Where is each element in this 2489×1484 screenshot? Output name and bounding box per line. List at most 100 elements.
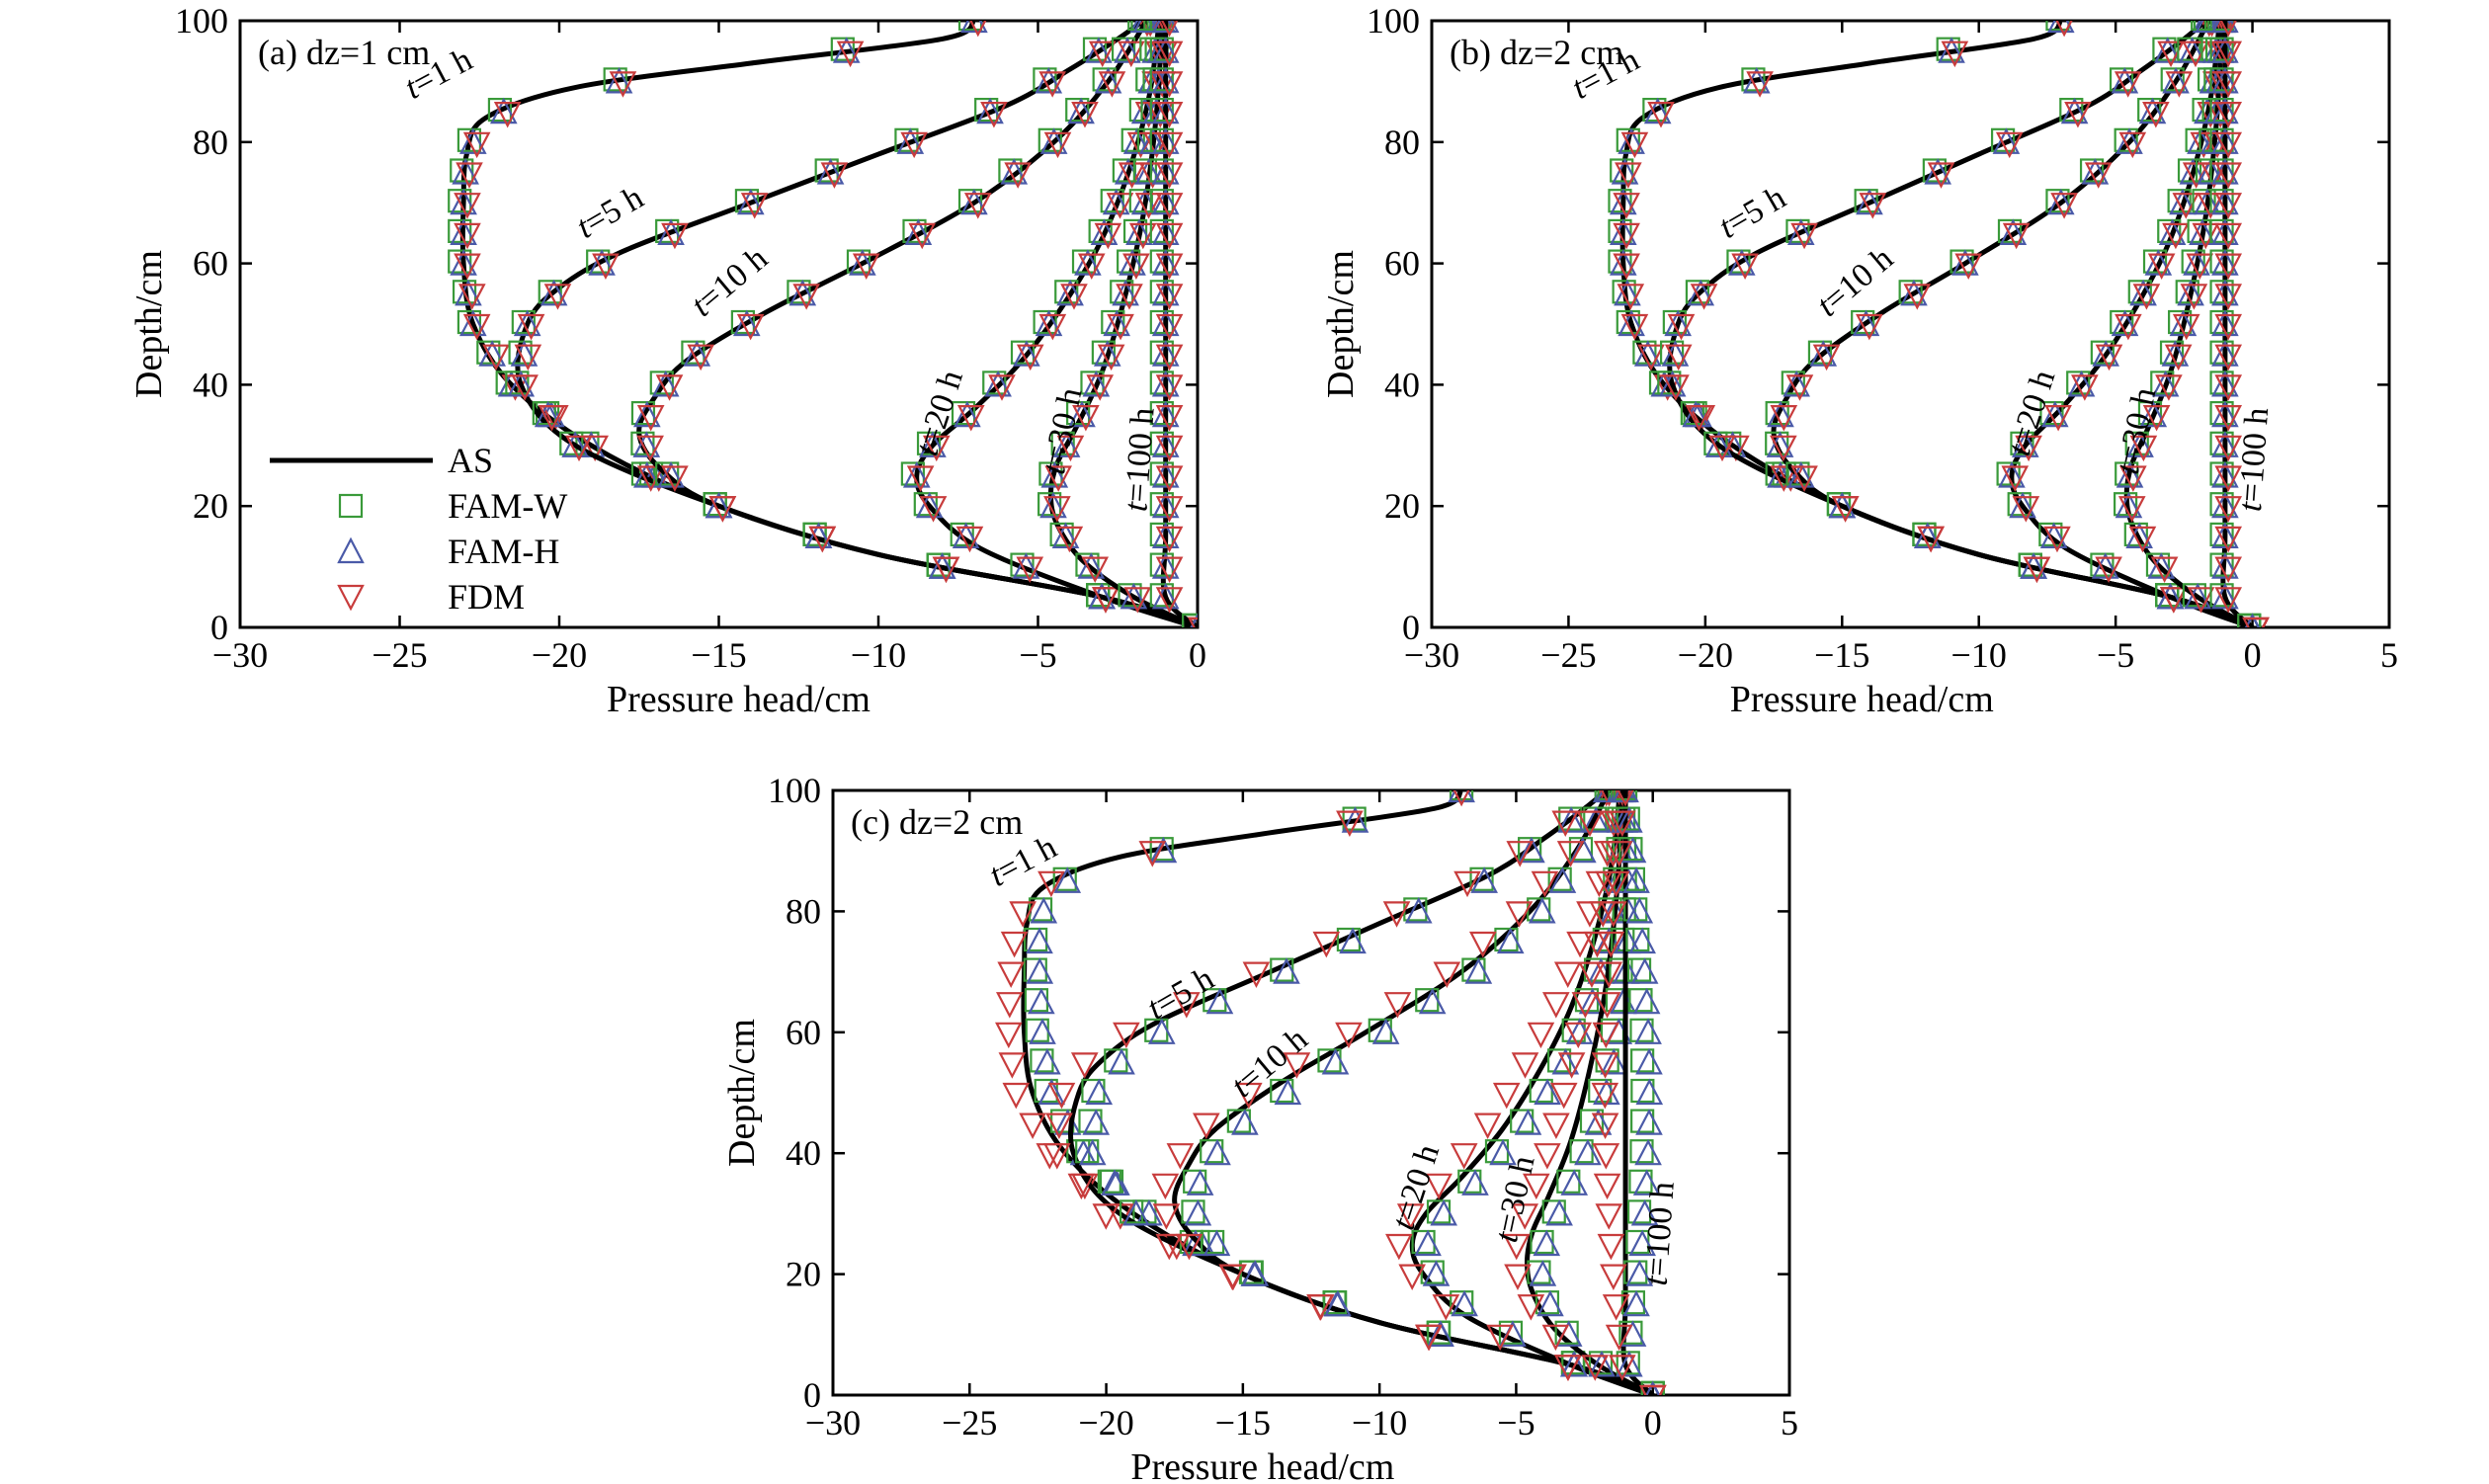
x-tick-label: −10 (1951, 635, 2007, 675)
marker-fam-h (2151, 371, 2180, 397)
marker-fam-w (1450, 1290, 1474, 1315)
marker-fdm (2064, 101, 2092, 128)
y-tick-label: 80 (1384, 123, 1420, 162)
marker-fam-w (974, 97, 999, 123)
marker-fam-h (2211, 340, 2239, 367)
marker-fam-w (1616, 309, 1640, 335)
marker-fam-h (2144, 249, 2173, 276)
marker-fam-h (507, 371, 536, 397)
marker-fam-w (1450, 790, 1474, 801)
marker-fam-w (1623, 1260, 1648, 1284)
marker-fdm (900, 131, 928, 159)
marker-fdm (1522, 1173, 1550, 1200)
marker-fdm (655, 374, 684, 401)
marker-fam-h (816, 158, 845, 185)
marker-fam-h (2156, 582, 2185, 610)
marker-fam-h (2211, 371, 2239, 397)
x-tick-label: −10 (851, 635, 906, 675)
marker-fdm (1492, 1082, 1521, 1110)
marker-fdm (1770, 465, 1798, 492)
marker-fam-h (1609, 218, 1637, 245)
y-tick-label: 100 (175, 1, 228, 41)
marker-fam-w (1024, 927, 1048, 952)
marker-fdm (2214, 313, 2243, 341)
y-tick-label: 60 (193, 244, 228, 284)
marker-fdm (1107, 313, 1134, 341)
marker-fdm (1511, 1052, 1539, 1079)
marker-fdm (1128, 222, 1157, 250)
marker-fam-w (2160, 67, 2185, 92)
marker-fam-h (2211, 279, 2239, 306)
marker-fam-h (1120, 582, 1148, 610)
x-tick-label: −5 (2097, 635, 2134, 675)
marker-fam-w (1149, 127, 1174, 152)
marker-fam-w (1323, 1290, 1348, 1315)
marker-fam-h (1783, 371, 1810, 397)
marker-fam-h (1687, 279, 1715, 306)
marker-fam-w (448, 249, 472, 274)
marker-fam-w (1149, 583, 1174, 608)
marker-fdm (1571, 992, 1600, 1019)
marker-fdm (1016, 344, 1044, 371)
marker-fam-h (1151, 127, 1180, 154)
marker-fdm (581, 435, 609, 462)
x-axis-title: Pressure head/cm (1730, 679, 1994, 720)
marker-fam-h (1600, 1048, 1628, 1075)
marker-fam-w (655, 461, 680, 486)
marker-fam-w (1936, 37, 1960, 61)
marker-fam-h (2126, 431, 2154, 457)
marker-fam-h (1190, 613, 1198, 627)
marker-fdm (2150, 556, 2179, 583)
marker-fdm (1155, 313, 1184, 341)
marker-fam-h (1074, 249, 1102, 276)
marker-fdm (1155, 1233, 1184, 1261)
marker-fam-h (1951, 249, 1979, 276)
x-tick-label: −25 (942, 1403, 997, 1443)
marker-fam-h (1151, 461, 1180, 488)
marker-fam-h (2116, 127, 2143, 154)
marker-fam-w (1498, 1320, 1524, 1345)
marker-fam-w (1469, 866, 1494, 891)
legend-marker-fam-w (338, 493, 364, 519)
marker-fdm (1009, 901, 1037, 928)
marker-fam-h (2039, 522, 2068, 549)
marker-fam-w (1659, 340, 1685, 365)
series-line-t-5-h (1068, 790, 1654, 1395)
marker-fam-h (513, 309, 541, 337)
marker-fam-h (1101, 1169, 1128, 1195)
marker-fam-h (1630, 957, 1659, 984)
curve-label: t=100 h (2232, 406, 2276, 512)
marker-fam-w (1616, 806, 1640, 831)
marker-fam-w (1100, 189, 1124, 213)
x-tick-label: −15 (1215, 1403, 1271, 1443)
marker-fam-w (1010, 552, 1035, 577)
marker-fam-w (2152, 37, 2177, 61)
marker-fdm (2214, 526, 2243, 553)
marker-fdm (1118, 162, 1146, 189)
marker-fdm (2155, 374, 2183, 401)
marker-fam-h (1609, 188, 1637, 215)
marker-fdm (2157, 41, 2185, 68)
marker-fam-w (1033, 67, 1057, 92)
marker-fam-h (588, 249, 616, 276)
x-axis-title: Pressure head/cm (1130, 1446, 1394, 1484)
marker-fam-w (2209, 97, 2234, 123)
marker-fdm (1597, 931, 1625, 958)
marker-fam-w (2114, 492, 2138, 517)
marker-fdm (1581, 1355, 1610, 1381)
marker-fam-h (1418, 987, 1447, 1015)
marker-fam-w (2209, 522, 2234, 547)
x-tick-label: −5 (1019, 635, 1056, 675)
marker-fam-h (1088, 582, 1116, 610)
marker-fam-h (1489, 1138, 1517, 1166)
marker-fam-w (1023, 957, 1047, 982)
marker-fam-h (1053, 866, 1082, 893)
marker-fam-w (1149, 837, 1174, 862)
marker-fdm (1004, 162, 1032, 189)
marker-fdm (1425, 1173, 1452, 1200)
marker-fam-h (1051, 522, 1080, 549)
marker-fdm (792, 284, 820, 310)
marker-fam-h (1134, 158, 1163, 185)
panel-title: (b) dz=2 cm (1450, 33, 1623, 72)
legend: AS FAM-W FAM-H FDM (270, 441, 567, 617)
